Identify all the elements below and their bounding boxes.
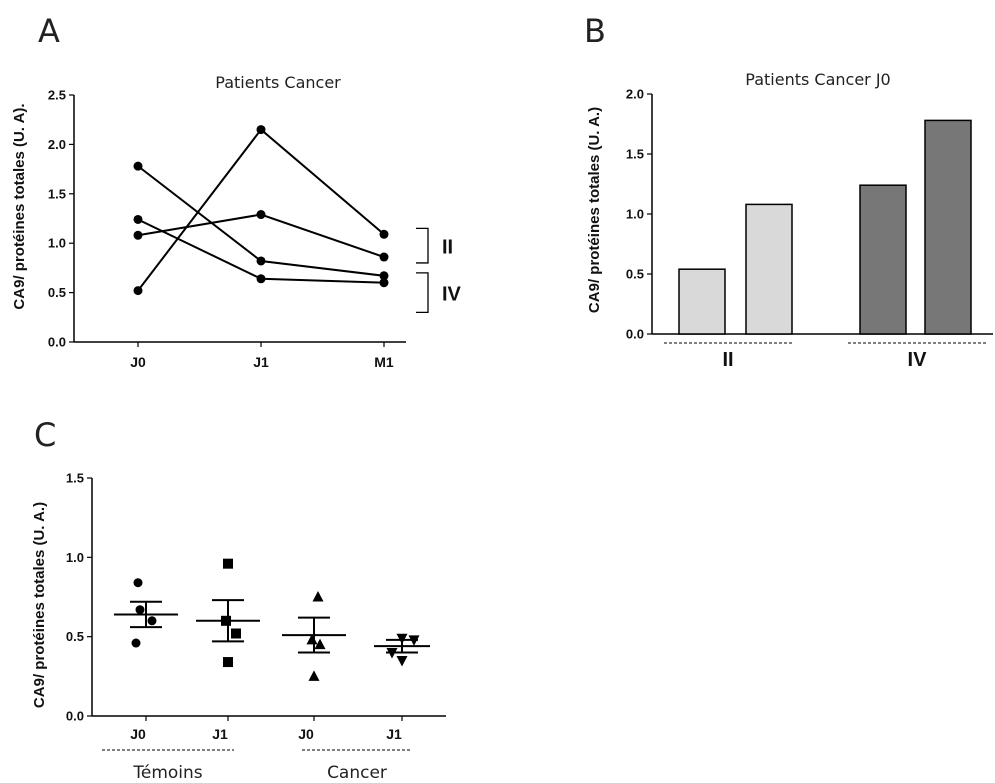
b-bar xyxy=(859,184,907,335)
a-bracket xyxy=(416,272,429,314)
b-bar xyxy=(678,268,726,335)
a-y-tick-label: 1.5 xyxy=(48,186,66,201)
c-group-label: Cancer xyxy=(327,763,387,783)
c-x-tick-label: J0 xyxy=(298,726,314,742)
a-data-point xyxy=(256,274,266,284)
c-data-point xyxy=(133,578,143,588)
panel-label-c: C xyxy=(34,416,57,454)
c-x-tick-label: J0 xyxy=(130,726,146,742)
a-data-point xyxy=(133,214,143,224)
a-data-point xyxy=(379,252,389,262)
c-data-point xyxy=(312,591,324,602)
c-y-tick-label: 0.5 xyxy=(66,629,84,644)
a-y-tick-label: 2.0 xyxy=(48,137,66,152)
panel-label-a: A xyxy=(38,12,60,50)
a-chart-title: Patients Cancer xyxy=(215,73,341,92)
panel-label-b: B xyxy=(584,12,606,50)
c-data-point xyxy=(396,655,408,667)
a-data-point xyxy=(256,210,266,220)
c-data-point xyxy=(131,638,141,648)
a-data-point xyxy=(379,229,389,239)
a-series-line xyxy=(137,213,385,258)
c-data-point xyxy=(223,558,233,569)
c-data-point xyxy=(308,670,320,681)
c-y-tick-label: 1.5 xyxy=(66,471,84,486)
b-y-tick-label: 0.0 xyxy=(626,327,644,342)
a-y-axis-label: CA9/ protéines totales (U. A). xyxy=(11,103,28,309)
b-y-tick-label: 2.0 xyxy=(626,87,644,102)
b-y-tick-label: 1.0 xyxy=(626,207,644,222)
c-data-point xyxy=(147,616,157,626)
a-y-tick-label: 2.5 xyxy=(48,88,66,103)
a-data-point xyxy=(379,271,389,281)
b-group-label: IV xyxy=(908,349,928,371)
c-data-point xyxy=(231,628,241,639)
a-x-tick-label: J1 xyxy=(253,354,269,370)
b-y-axis-label: CA9/ protéines totales (U. A.) xyxy=(586,107,603,313)
b-group-label: II xyxy=(722,349,733,371)
c-x-tick-label: J1 xyxy=(212,726,228,742)
a-x-tick-label: J0 xyxy=(130,354,146,370)
a-data-point xyxy=(133,161,143,171)
a-y-tick-label: 0.5 xyxy=(48,285,66,300)
c-data-point xyxy=(223,657,233,668)
a-data-point xyxy=(256,256,266,266)
c-y-axis-label: CA9/ protéines totales (U. A.) xyxy=(31,502,48,708)
c-data-point xyxy=(135,605,145,615)
a-data-point xyxy=(133,286,143,296)
a-bracket xyxy=(416,227,429,264)
b-bar xyxy=(745,203,793,335)
c-y-tick-label: 1.0 xyxy=(66,550,84,565)
b-bar xyxy=(924,119,972,335)
a-data-point xyxy=(256,125,266,135)
a-data-point xyxy=(133,230,143,240)
a-bracket-label: IV xyxy=(442,284,462,306)
c-data-point xyxy=(314,638,326,650)
a-y-tick-label: 0.0 xyxy=(48,335,66,350)
c-x-tick-label: J1 xyxy=(386,726,402,742)
a-y-tick-label: 1.0 xyxy=(48,236,66,251)
b-y-tick-label: 1.5 xyxy=(626,147,644,162)
a-bracket-label: II xyxy=(442,237,453,259)
a-data-point xyxy=(379,278,389,288)
b-y-tick-label: 0.5 xyxy=(626,267,644,282)
a-x-tick-label: M1 xyxy=(374,354,394,370)
b-chart-title: Patients Cancer J0 xyxy=(745,70,890,89)
c-y-tick-label: 0.0 xyxy=(66,709,84,724)
c-group-label: Témoins xyxy=(132,763,202,783)
